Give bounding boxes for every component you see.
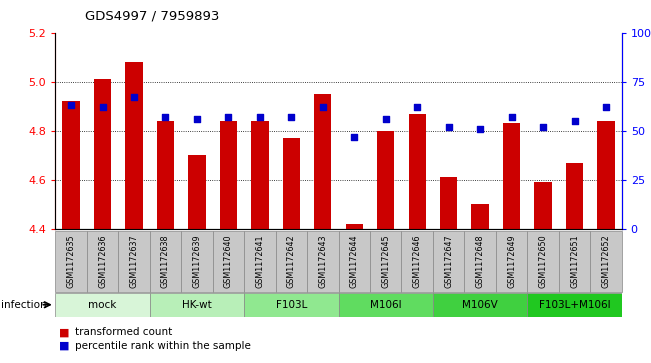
Text: GDS4997 / 7959893: GDS4997 / 7959893 xyxy=(85,9,219,22)
Point xyxy=(129,94,139,100)
Text: M106V: M106V xyxy=(462,300,498,310)
Text: GSM1172651: GSM1172651 xyxy=(570,234,579,288)
Bar xyxy=(283,138,300,229)
Text: GSM1172638: GSM1172638 xyxy=(161,234,170,288)
Bar xyxy=(527,231,559,292)
Bar xyxy=(62,101,79,229)
Text: GSM1172636: GSM1172636 xyxy=(98,234,107,288)
Text: GSM1172637: GSM1172637 xyxy=(130,234,139,288)
Bar xyxy=(496,231,527,292)
Text: HK-wt: HK-wt xyxy=(182,300,212,310)
Bar xyxy=(244,293,339,317)
Text: GSM1172640: GSM1172640 xyxy=(224,234,233,288)
Point xyxy=(286,114,296,120)
Bar xyxy=(559,231,590,292)
Point xyxy=(601,104,611,110)
Bar xyxy=(244,231,275,292)
Text: GSM1172642: GSM1172642 xyxy=(287,234,296,288)
Bar xyxy=(346,224,363,229)
Bar xyxy=(433,293,527,317)
Text: GSM1172635: GSM1172635 xyxy=(66,234,76,288)
Point xyxy=(255,114,265,120)
Bar xyxy=(126,62,143,229)
Bar xyxy=(118,231,150,292)
Bar xyxy=(94,79,111,229)
Bar xyxy=(213,231,244,292)
Text: ■: ■ xyxy=(59,327,69,337)
Bar xyxy=(534,182,551,229)
Text: mock: mock xyxy=(89,300,117,310)
Text: GSM1172652: GSM1172652 xyxy=(602,234,611,288)
Point xyxy=(97,104,107,110)
Point xyxy=(318,104,328,110)
Text: GSM1172649: GSM1172649 xyxy=(507,234,516,288)
Text: F103L: F103L xyxy=(275,300,307,310)
Point xyxy=(412,104,422,110)
Text: GSM1172644: GSM1172644 xyxy=(350,234,359,288)
Text: GSM1172647: GSM1172647 xyxy=(444,234,453,288)
Text: transformed count: transformed count xyxy=(75,327,172,337)
Bar xyxy=(55,293,150,317)
Bar xyxy=(87,231,118,292)
Text: ■: ■ xyxy=(59,340,69,351)
Text: percentile rank within the sample: percentile rank within the sample xyxy=(75,340,251,351)
Bar xyxy=(370,231,402,292)
Bar xyxy=(339,231,370,292)
Point xyxy=(569,118,579,124)
Bar xyxy=(251,121,268,229)
Bar xyxy=(527,293,622,317)
Bar xyxy=(433,231,464,292)
Text: infection: infection xyxy=(1,300,46,310)
Bar xyxy=(471,204,489,229)
Text: F103L+M106I: F103L+M106I xyxy=(538,300,611,310)
Bar xyxy=(314,94,331,229)
Bar xyxy=(181,231,213,292)
Bar xyxy=(440,177,457,229)
Bar xyxy=(402,231,433,292)
Point xyxy=(506,114,517,120)
Point xyxy=(160,114,171,120)
Bar xyxy=(503,123,520,229)
Bar xyxy=(220,121,237,229)
Text: GSM1172648: GSM1172648 xyxy=(476,234,484,288)
Point xyxy=(475,126,485,132)
Text: GSM1172646: GSM1172646 xyxy=(413,234,422,288)
Bar xyxy=(150,231,181,292)
Bar xyxy=(55,231,87,292)
Bar xyxy=(339,293,433,317)
Bar xyxy=(598,121,615,229)
Bar xyxy=(275,231,307,292)
Point xyxy=(443,124,454,130)
Point xyxy=(223,114,234,120)
Bar xyxy=(566,163,583,229)
Point xyxy=(380,116,391,122)
Point xyxy=(538,124,548,130)
Text: M106I: M106I xyxy=(370,300,402,310)
Bar xyxy=(464,231,496,292)
Bar xyxy=(188,155,206,229)
Point xyxy=(66,102,76,108)
Point xyxy=(191,116,202,122)
Text: GSM1172645: GSM1172645 xyxy=(381,234,390,288)
Text: GSM1172643: GSM1172643 xyxy=(318,234,327,288)
Text: GSM1172650: GSM1172650 xyxy=(538,234,547,288)
Bar xyxy=(590,231,622,292)
Text: GSM1172641: GSM1172641 xyxy=(255,234,264,288)
Text: GSM1172639: GSM1172639 xyxy=(193,234,201,288)
Bar xyxy=(157,121,174,229)
Bar xyxy=(307,231,339,292)
Bar xyxy=(150,293,244,317)
Bar xyxy=(377,131,395,229)
Bar xyxy=(409,114,426,229)
Point xyxy=(349,134,359,139)
